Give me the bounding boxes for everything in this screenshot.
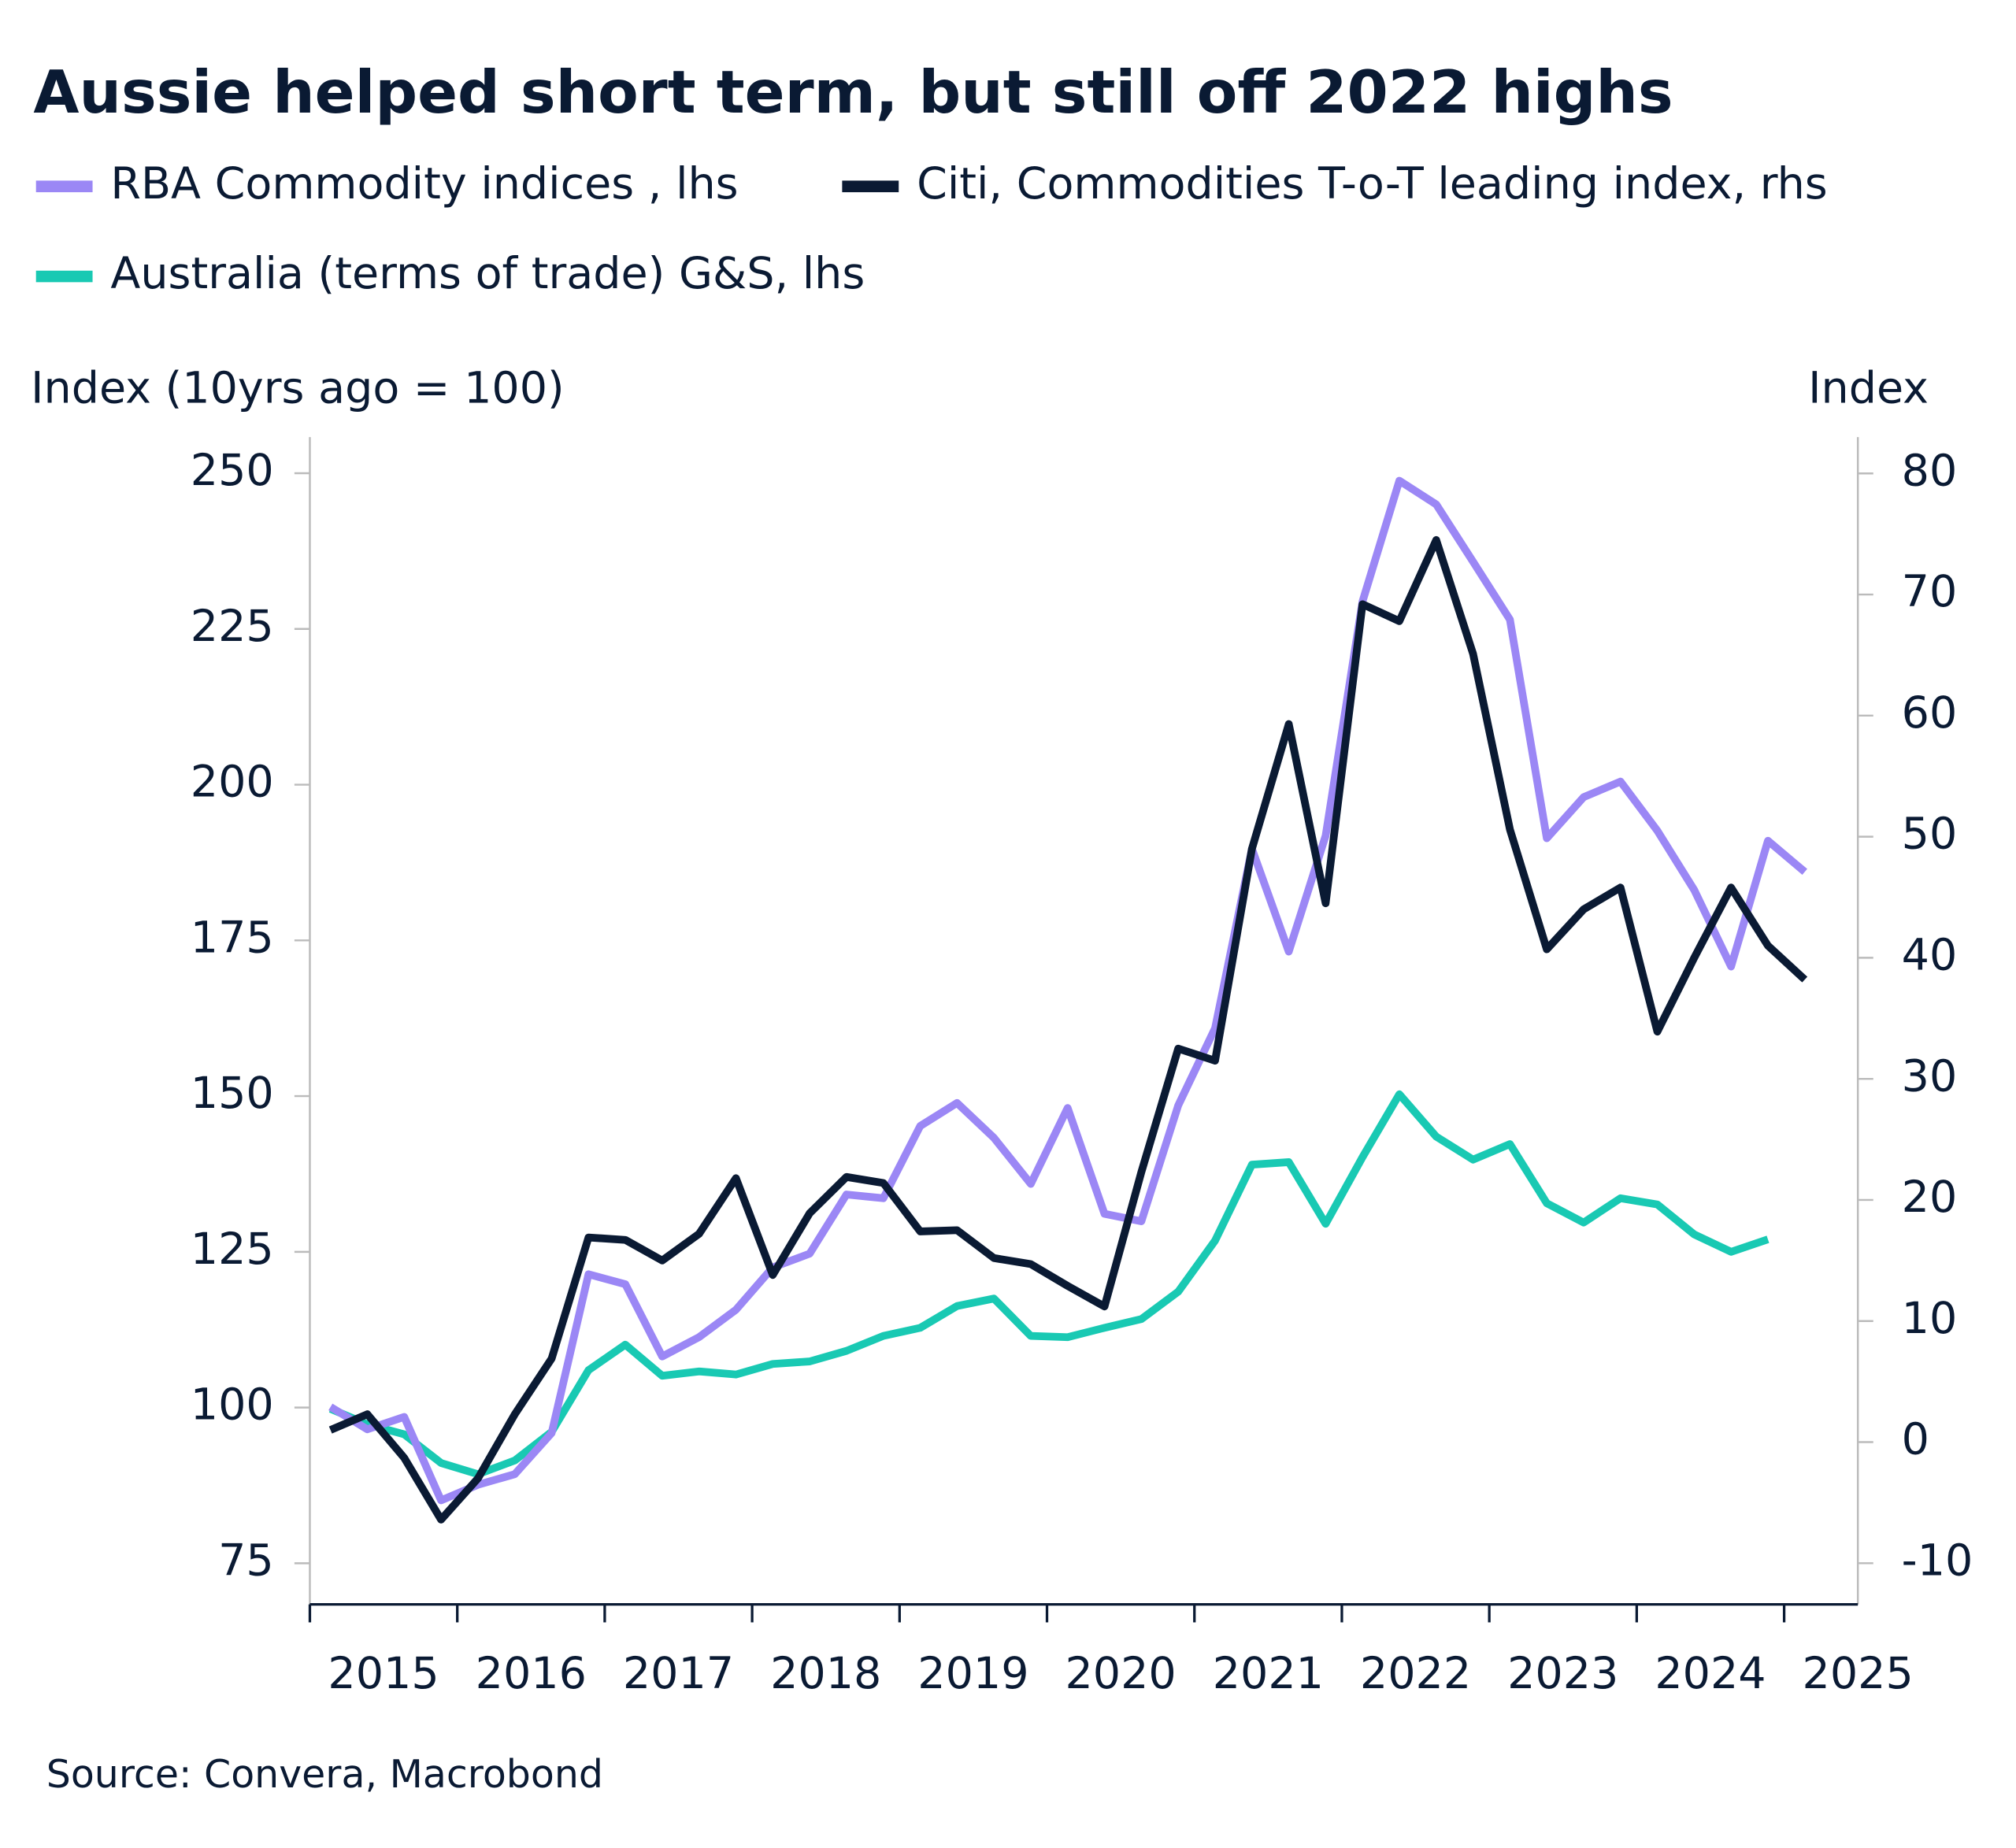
y2-tick-label: 80	[1902, 445, 1958, 496]
y-axis-label: Index (10yrs ago = 100)	[31, 362, 564, 413]
legend-label: RBA Commodity indices , lhs	[110, 158, 738, 209]
y2-tick-label: 30	[1902, 1050, 1958, 1102]
x-tick-label: 2022	[1360, 1648, 1471, 1699]
y2-tick-label: 50	[1902, 809, 1958, 860]
series-line	[328, 476, 1807, 1505]
x-tick-label: 2021	[1213, 1648, 1324, 1699]
y-tick-label: 125	[191, 1224, 274, 1275]
y-tick-label: 225	[191, 601, 274, 652]
chart-title: Aussie helped short term, but still off …	[33, 57, 1673, 127]
y-tick-label: 250	[191, 445, 274, 496]
x-tick-label: 2023	[1507, 1648, 1618, 1699]
legend-label: Citi, Commodities T-o-T leading index, r…	[917, 158, 1828, 209]
series-line	[328, 535, 1808, 1524]
source: Source: Convera, Macrobond	[46, 1752, 603, 1797]
series-line	[328, 1090, 1770, 1479]
y2-tick-label: 10	[1902, 1293, 1958, 1344]
y-tick-label: 175	[191, 912, 274, 963]
x-tick-label: 2015	[328, 1648, 439, 1699]
y2-tick-label: 60	[1902, 687, 1958, 739]
y2-tick-label: 20	[1902, 1172, 1958, 1223]
y2-tick-label: 0	[1902, 1414, 1929, 1465]
y2-axis-label: Index	[1808, 362, 1929, 413]
y-tick-label: 150	[191, 1068, 274, 1119]
x-tick-label: 2016	[476, 1648, 587, 1699]
x-tick-label: 2017	[623, 1648, 734, 1699]
y-tick-label: 75	[218, 1535, 274, 1587]
y2-tick-label: 40	[1902, 930, 1958, 981]
x-tick-label: 2019	[917, 1648, 1028, 1699]
y-tick-label: 200	[191, 757, 274, 808]
x-tick-label: 2024	[1655, 1648, 1766, 1699]
x-tick-label: 2018	[770, 1648, 881, 1699]
y-tick-label: 100	[191, 1380, 274, 1431]
axis-frame	[309, 437, 1859, 1606]
y2-tick-label: 70	[1902, 566, 1958, 617]
x-tick-label: 2020	[1065, 1648, 1177, 1699]
y2-tick-label: -10	[1902, 1535, 1973, 1586]
legend-label: Australia (terms of trade) G&S, lhs	[110, 248, 865, 299]
x-tick-label: 2025	[1803, 1648, 1914, 1699]
